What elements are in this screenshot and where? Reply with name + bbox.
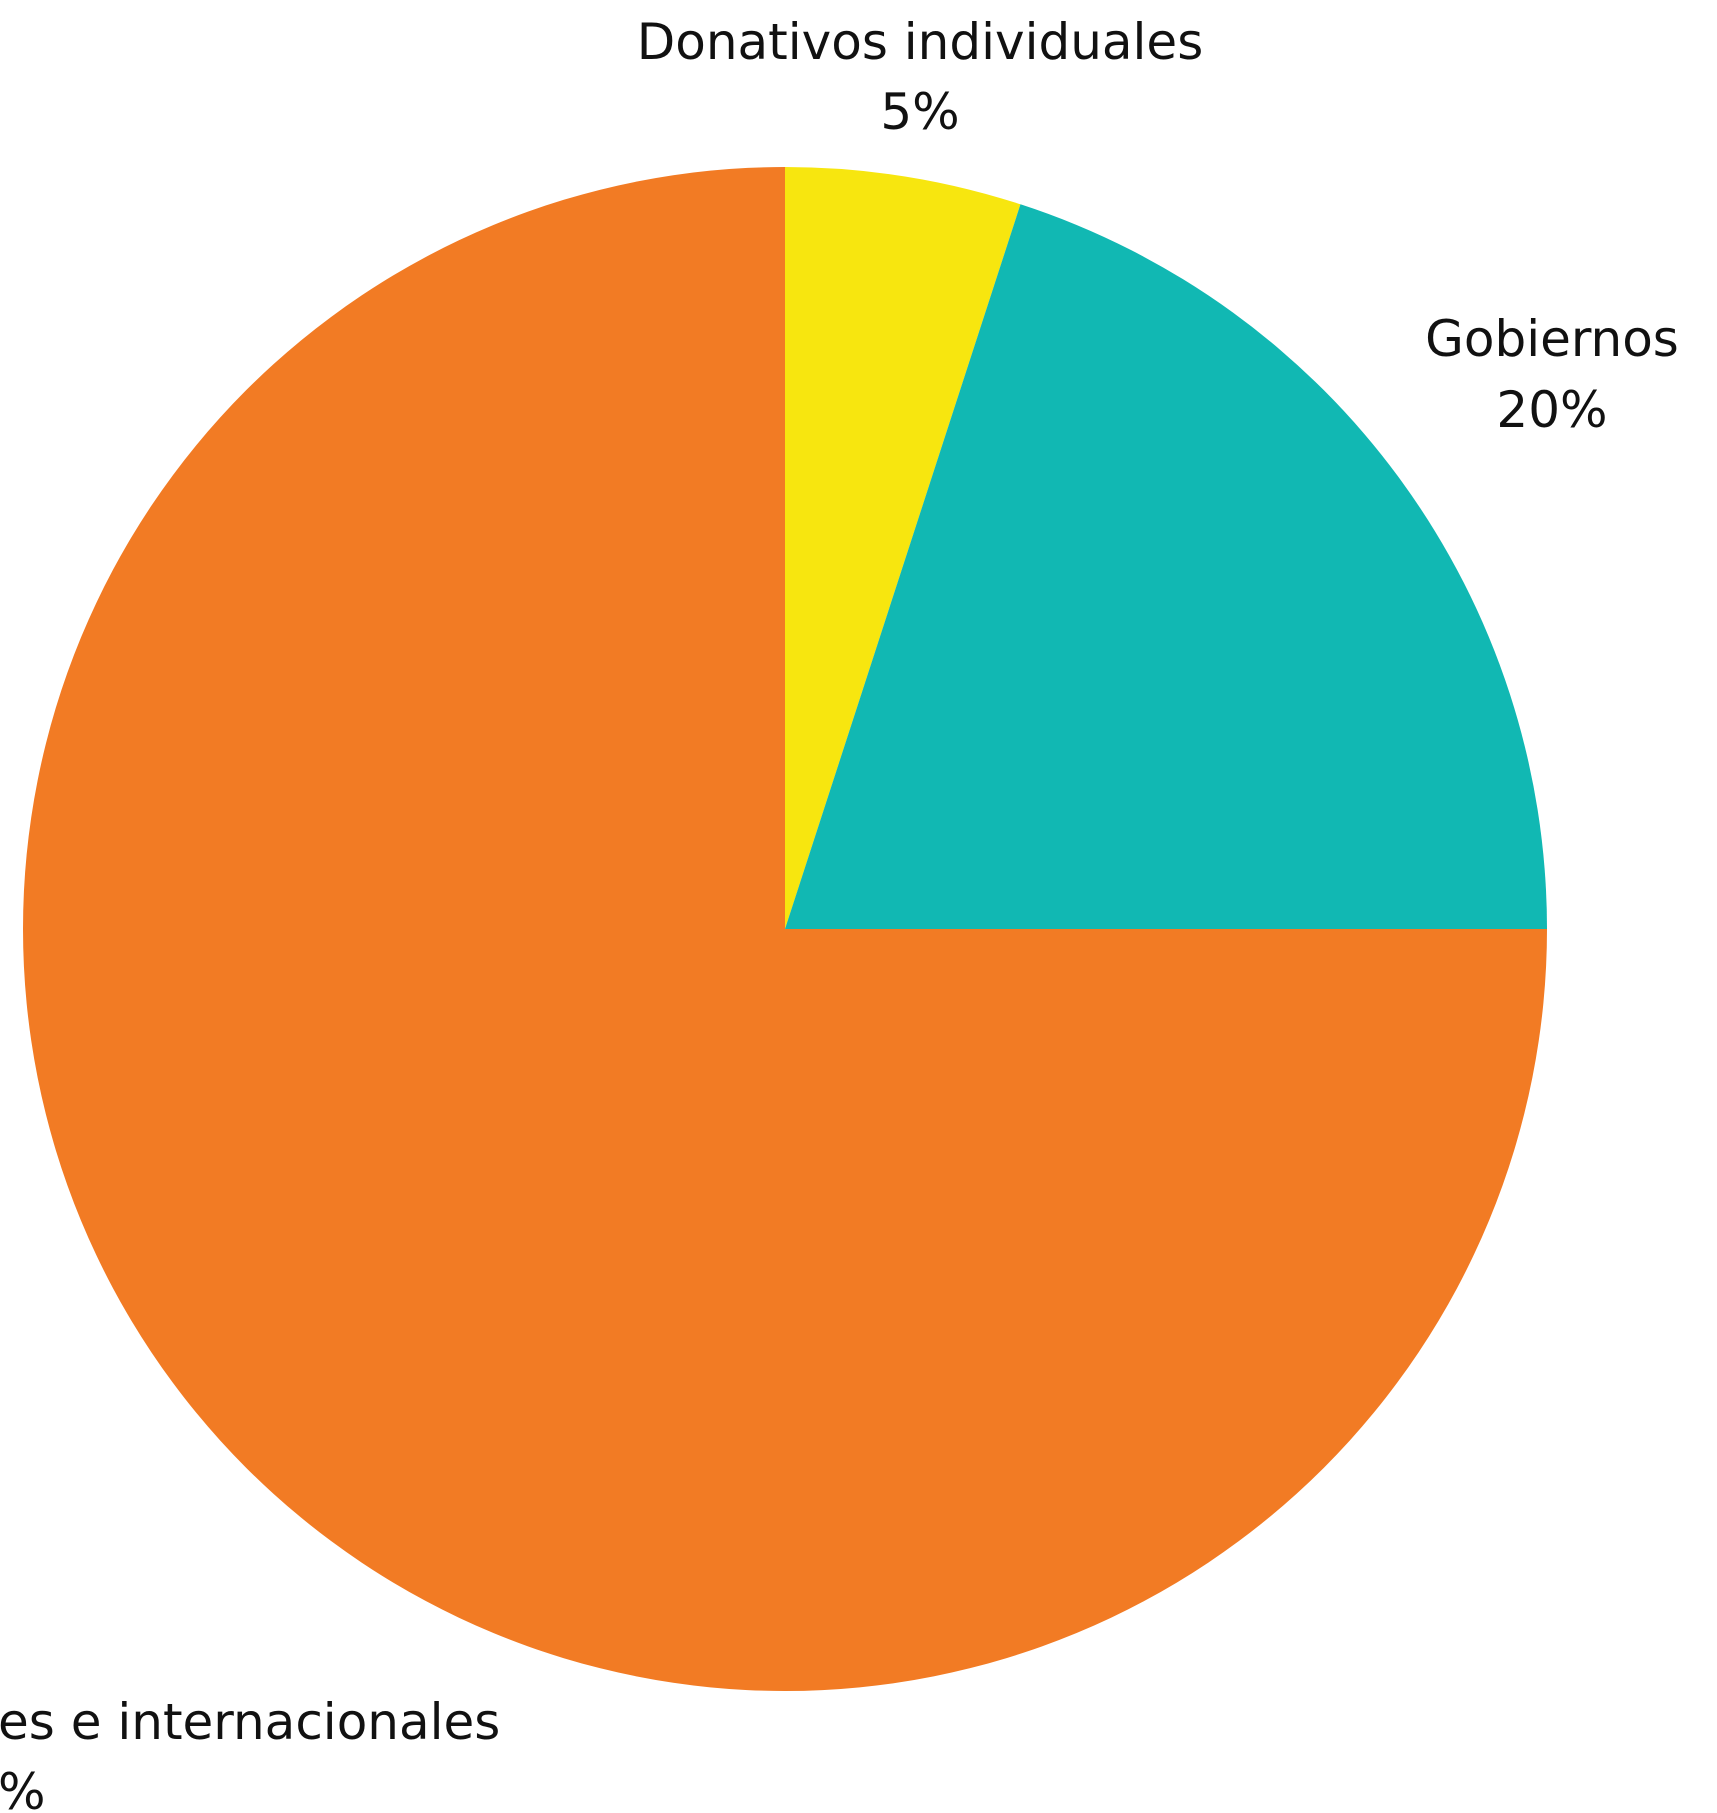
slice-value-label-2: % (0, 1763, 46, 1813)
slice-label-2: es e internacionales (0, 1693, 500, 1751)
slice-label-group-2: es e internacionales % (0, 1693, 500, 1813)
slice-label-group-1: Gobiernos 20% (1425, 310, 1679, 439)
slice-value-label-1: 20% (1496, 381, 1607, 439)
pie-slice-2 (23, 167, 1547, 1691)
slice-label-0: Donativos individuales (637, 13, 1204, 71)
pie-slice-0 (785, 167, 1021, 929)
slice-label-group-0: Donativos individuales 5% (637, 13, 1204, 141)
slice-label-1: Gobiernos (1425, 310, 1679, 368)
pie-slice-1 (785, 204, 1547, 930)
pie-slices (23, 167, 1547, 1691)
slice-value-label-0: 5% (880, 83, 959, 141)
